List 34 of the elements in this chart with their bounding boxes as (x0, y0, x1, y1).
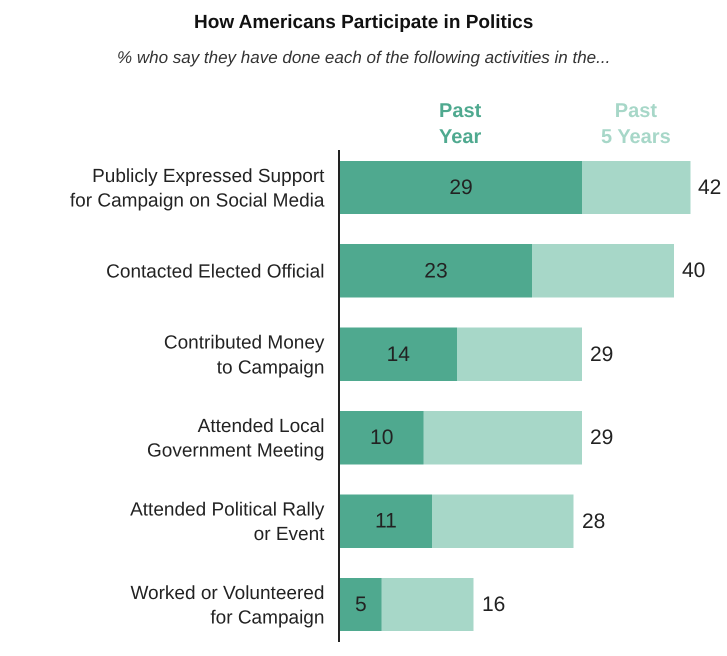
total-label: 16 (482, 593, 506, 616)
bar (582, 160, 690, 214)
series-label: Past Year (439, 100, 482, 148)
total-label: 40 (682, 259, 706, 282)
y-tick-label: Attended Political Rally or Event (130, 499, 326, 546)
bar (382, 578, 474, 632)
bar (456, 328, 582, 381)
bar (432, 494, 574, 548)
data-label: 29 (449, 176, 473, 200)
total-label: 29 (590, 343, 614, 366)
bar (340, 328, 457, 381)
chart-subtitle: % who say they have done each of the following activities in the... (117, 48, 610, 67)
data-label: 14 (386, 342, 410, 366)
data-label: 5 (355, 592, 367, 616)
y-tick-label: Attended Local Government Meeting (147, 416, 324, 462)
y-tick-label: Contacted Elected Official (106, 262, 324, 283)
chart-title: How Americans Participate in Politics (194, 12, 534, 33)
y-tick-label: Publicly Expressed Support for Campaign on Social Media (70, 166, 326, 212)
total-label: 29 (590, 426, 614, 449)
bar (532, 244, 674, 298)
bar (340, 411, 424, 464)
bar (340, 578, 382, 632)
bar (340, 244, 532, 298)
bar (423, 411, 582, 464)
total-label: 28 (582, 510, 606, 533)
bar (340, 494, 432, 548)
bar (340, 160, 582, 214)
data-label: 11 (374, 510, 397, 533)
y-tick-label: Contributed Money to Campaign (164, 332, 325, 378)
data-label: 23 (424, 259, 448, 282)
series-label: Past 5 Years (601, 100, 671, 148)
y-tick-label: Worked or Volunteered for Campaign (130, 582, 324, 628)
total-label: 42 (698, 176, 722, 199)
data-label: 10 (370, 426, 394, 450)
